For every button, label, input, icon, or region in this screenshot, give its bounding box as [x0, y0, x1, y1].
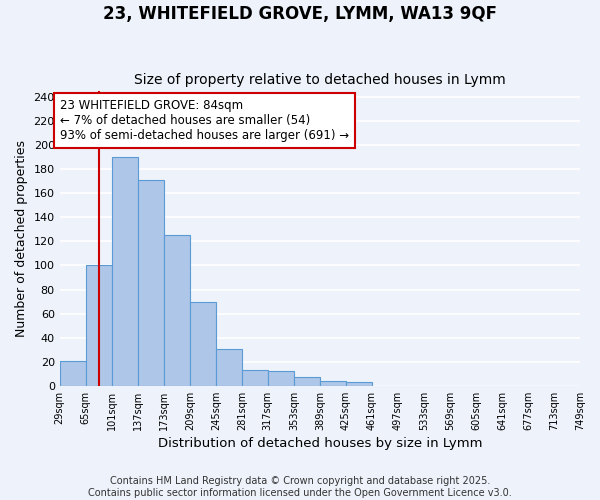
Bar	[138, 180, 164, 386]
X-axis label: Distribution of detached houses by size in Lymm: Distribution of detached houses by size …	[158, 437, 482, 450]
Bar	[59, 360, 86, 386]
Bar	[320, 381, 346, 386]
Text: Contains HM Land Registry data © Crown copyright and database right 2025.
Contai: Contains HM Land Registry data © Crown c…	[88, 476, 512, 498]
Bar	[294, 378, 320, 386]
Text: 23, WHITEFIELD GROVE, LYMM, WA13 9QF: 23, WHITEFIELD GROVE, LYMM, WA13 9QF	[103, 5, 497, 23]
Bar	[346, 382, 372, 386]
Y-axis label: Number of detached properties: Number of detached properties	[15, 140, 28, 337]
Bar	[242, 370, 268, 386]
Text: 23 WHITEFIELD GROVE: 84sqm
← 7% of detached houses are smaller (54)
93% of semi-: 23 WHITEFIELD GROVE: 84sqm ← 7% of detac…	[61, 100, 350, 142]
Bar	[112, 157, 138, 386]
Bar	[268, 372, 294, 386]
Title: Size of property relative to detached houses in Lymm: Size of property relative to detached ho…	[134, 73, 506, 87]
Bar	[190, 302, 216, 386]
Bar	[164, 236, 190, 386]
Bar	[216, 348, 242, 386]
Bar	[86, 266, 112, 386]
